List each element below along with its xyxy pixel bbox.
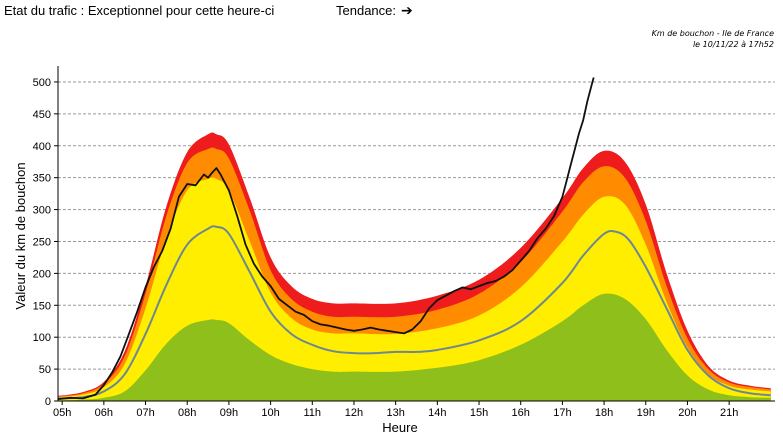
y-axis-label: Valeur du km de bouchon <box>13 162 28 309</box>
x-tick-label: 09h <box>220 407 238 419</box>
y-tick-label: 150 <box>33 300 51 312</box>
series-today-line <box>57 77 595 400</box>
y-tick-label: 50 <box>39 364 51 376</box>
x-tick-label: 18h <box>595 407 613 419</box>
y-tick-label: 300 <box>33 205 51 217</box>
x-tick-label: 08h <box>178 407 196 419</box>
x-tick-label: 07h <box>136 407 154 419</box>
series-average-line <box>57 225 771 400</box>
chart-title-block: Km de bouchon - Ile de France le 10/11/2… <box>652 28 774 50</box>
x-tick-label: 10h <box>261 407 279 419</box>
axes: 0 50 100 150 200 250 300 350 400 450 500 05h 06h 07h 0… <box>33 66 775 419</box>
y-tick-label: 250 <box>33 236 51 248</box>
x-tick-label: 06h <box>95 407 113 419</box>
series <box>57 77 771 400</box>
x-tick-label: 14h <box>428 407 446 419</box>
y-tick-label: 350 <box>33 173 51 185</box>
chart-subtitle: le 10/11/22 à 17h52 <box>692 40 774 49</box>
y-tick-label: 450 <box>33 109 51 121</box>
x-tick-label: 13h <box>386 407 404 419</box>
chart-title: Km de bouchon - Ile de France <box>651 29 774 38</box>
x-tick-label: 15h <box>470 407 488 419</box>
x-tick-label: 21h <box>720 407 738 419</box>
x-tick-label: 05h <box>53 407 71 419</box>
x-axis-label: Heure <box>382 420 417 435</box>
y-tick-label: 0 <box>45 396 51 408</box>
x-tick-label: 17h <box>553 407 571 419</box>
x-tick-label: 19h <box>637 407 655 419</box>
traffic-status-label: Etat du trafic : Exceptionnel pour cette… <box>4 3 275 18</box>
y-tick-label: 500 <box>33 77 51 89</box>
arrow-right-icon: ➔ <box>401 2 413 18</box>
trend-label: Tendance: <box>336 3 396 18</box>
x-tick-label: 12h <box>345 407 363 419</box>
x-tick-label: 11h <box>304 407 322 419</box>
x-tick-label: 20h <box>678 407 696 419</box>
y-tick-label: 100 <box>33 332 51 344</box>
trend-indicator: Tendance: ➔ <box>336 3 413 18</box>
bands <box>58 132 771 401</box>
y-tick-label: 400 <box>33 141 51 153</box>
y-tick-label: 200 <box>33 268 51 280</box>
x-tick-label: 16h <box>512 407 530 419</box>
band-green <box>58 293 771 401</box>
